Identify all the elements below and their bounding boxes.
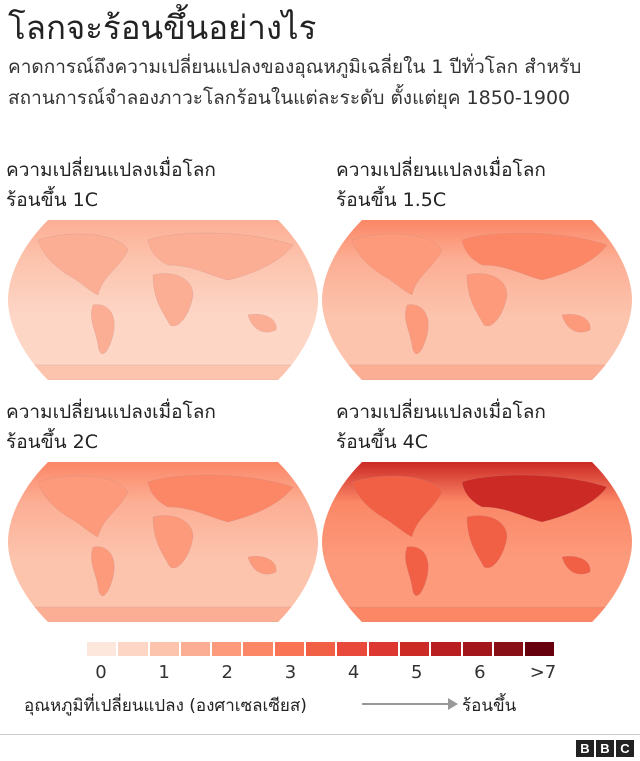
panel-title-line1: ความเปลี่ยนแปลงเมื่อโลก [336,401,546,423]
legend-swatch [180,642,211,656]
world-map [322,462,632,622]
panel-title-line2: ร้อนขึ้น 1C [6,189,98,211]
legend-swatch [493,642,524,656]
map-region [91,304,115,354]
legend-swatch [337,642,367,656]
panel-title-line1: ความเปลี่ยนแปลงเมื่อโลก [336,159,546,181]
map-region [466,515,508,569]
legend-ticks: 0 1 2 3 4 5 6 >7 [87,662,557,686]
map-region [341,364,613,380]
map-region [461,474,608,523]
map-region [561,556,591,575]
map-region [147,232,294,281]
legend-swatch [212,642,242,656]
legend-arrow-label: ร้อนขึ้น [462,696,517,716]
panel-title: ความเปลี่ยนแปลงเมื่อโลกร้อนขึ้น 2C [6,397,306,457]
map-region [561,314,591,333]
legend-swatch [399,642,430,656]
map-region [27,606,299,622]
world-map [322,220,632,380]
legend-swatch [149,642,179,656]
legend-swatch [274,642,305,656]
legend-tick: 6 [474,662,486,683]
map-region [152,515,194,569]
legend-swatch [368,642,398,656]
legend-swatch [462,642,492,656]
legend-swatch [243,642,273,656]
map-region [37,475,129,538]
map-region [37,233,129,296]
world-map [8,220,318,380]
legend-tick: 4 [347,662,360,683]
page-title: โลกจะร้อนขึ้นอย่างไร [8,8,317,47]
legend-tick: 2 [221,662,234,683]
legend-label: อุณหภูมิที่เปลี่ยนแปลง (องศาเซลเซียส) [24,696,307,716]
map-region [351,233,443,296]
color-legend [87,642,555,656]
legend-tick: 1 [158,662,170,683]
legend-tick: 0 [95,662,107,683]
divider [0,734,640,735]
legend-swatch [525,642,555,656]
panel-title: ความเปลี่ยนแปลงเมื่อโลกร้อนขึ้น 4C [336,397,636,457]
map-region [152,273,194,327]
map-region [466,273,508,327]
legend-tick: >7 [529,662,557,683]
panel-title-line1: ความเปลี่ยนแปลงเมื่อโลก [6,159,216,181]
map-region [147,474,294,523]
map-region [91,546,115,596]
legend-tick: 5 [410,662,423,683]
map-region [461,232,608,281]
map-region [405,546,429,596]
panel-title-line2: ร้อนขึ้น 2C [6,431,98,453]
legend-swatch [118,642,148,656]
legend-tick: 3 [284,662,297,683]
map-region [351,475,443,538]
map-region [405,304,429,354]
legend-swatch [87,642,117,656]
legend-swatch [306,642,336,656]
arrow-icon [362,698,458,710]
panel-title-line1: ความเปลี่ยนแปลงเมื่อโลก [6,401,216,423]
map-region [247,314,277,333]
legend-swatch [431,642,461,656]
panel-title-line2: ร้อนขึ้น 4C [336,431,428,453]
panel-title: ความเปลี่ยนแปลงเมื่อโลกร้อนขึ้น 1.5C [336,155,636,215]
map-region [341,606,613,622]
panel-title: ความเปลี่ยนแปลงเมื่อโลกร้อนขึ้น 1C [6,155,306,215]
world-map [8,462,318,622]
page-subtitle: คาดการณ์ถึงความเปลี่ยนแปลงของอุณหภูมิเฉล… [8,56,582,109]
panel-title-line2: ร้อนขึ้น 1.5C [336,189,447,211]
map-region [247,556,277,575]
map-region [27,364,299,380]
